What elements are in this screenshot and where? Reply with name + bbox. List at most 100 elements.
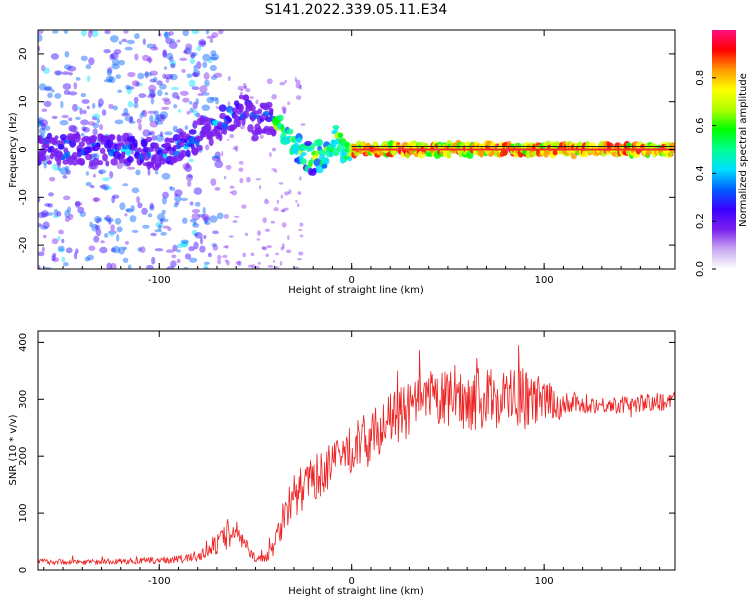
spectrogram-ridge-mark	[330, 139, 337, 144]
spectrogram-noise-mark	[150, 46, 159, 51]
spectrogram-noise-mark	[118, 246, 125, 255]
spectrogram-noise-mark	[81, 99, 90, 104]
spectrogram-noise-mark	[89, 30, 93, 34]
spectrogram-ridge-mark	[59, 134, 67, 141]
spectrogram-noise-mark	[131, 187, 140, 194]
spectrogram-ridge-mark	[125, 148, 131, 156]
spectrogram-noise-mark	[189, 257, 198, 263]
spectrogram-noise-mark	[103, 79, 113, 83]
y-tick-label: 400	[18, 333, 29, 352]
spectrogram-noise-mark	[284, 79, 287, 84]
spectrogram-noise-mark	[162, 50, 167, 59]
spectrogram-noise-mark	[124, 213, 128, 217]
spectrogram-noise-mark	[52, 252, 57, 258]
spectrogram-noise-mark	[59, 167, 69, 176]
spectrogram-noise-mark	[38, 120, 43, 128]
spectrogram-noise-mark	[110, 52, 119, 60]
spectrogram-noise-mark	[191, 52, 198, 57]
spectrogram-noise-mark	[266, 245, 273, 249]
spectrogram-noise-mark	[155, 121, 164, 125]
spectrogram-noise-mark	[44, 212, 54, 216]
spectrogram-noise-mark	[241, 204, 247, 209]
spectrogram-noise-mark	[298, 251, 304, 256]
spectrogram-noise-mark	[170, 260, 177, 268]
spectrogram-noise-mark	[282, 110, 286, 115]
spectrogram-noise-mark	[112, 194, 120, 199]
spectrogram-noise-mark	[242, 82, 247, 89]
spectrogram-noise-mark	[61, 114, 69, 119]
spectrogram-noise-mark	[225, 245, 229, 249]
spectrogram-noise-mark	[104, 233, 109, 238]
spectrogram-noise-mark	[242, 252, 246, 258]
spectrogram-noise-mark	[210, 50, 217, 57]
spectrogram-noise-mark	[232, 147, 238, 150]
spectrogram-noise-mark	[63, 262, 69, 267]
spectrogram-noise-mark	[75, 116, 81, 120]
spectrogram-noise-mark	[190, 52, 196, 59]
colorbar-ticks: 0.0 0.2 0.4 0.6 0.8	[695, 70, 716, 277]
spectrogram-noise-mark	[266, 78, 273, 85]
spectrogram-noise-mark	[112, 58, 120, 66]
spectrogram-noise-mark	[151, 135, 157, 141]
colorbar-gradient	[712, 30, 736, 269]
spectrogram-noise-mark	[38, 212, 47, 218]
spectrogram-noise-mark	[104, 30, 111, 35]
spectrogram-noise-mark	[191, 86, 200, 90]
spectrogram-noise-mark	[278, 182, 284, 185]
y-tick-label: 20	[18, 48, 29, 61]
spectrogram-ridge-mark	[73, 133, 81, 143]
spectrogram-noise-mark	[146, 57, 153, 63]
spectrogram-noise-mark	[40, 119, 48, 127]
spectrogram-noise-mark	[191, 213, 201, 221]
spectrogram-noise-mark	[186, 162, 190, 169]
spectrogram-noise-mark	[171, 254, 177, 259]
spectrogram-noise-mark	[138, 93, 147, 98]
spectrogram-noise-mark	[215, 106, 220, 109]
spectrogram-noise-mark	[181, 68, 186, 73]
spectrogram-noise-mark	[105, 75, 114, 82]
spectrogram-noise-mark	[74, 201, 83, 207]
spectrogram-noise-mark	[107, 66, 113, 74]
spectrogram-noise-mark	[153, 76, 158, 83]
spectrogram-noise-mark	[148, 132, 152, 136]
spectrogram-ridge-mark	[236, 119, 242, 128]
spectrogram-noise-mark	[275, 252, 280, 256]
spectrogram-noise-mark	[138, 123, 142, 131]
spectrogram-noise-mark	[179, 57, 188, 61]
spectrogram-noise-mark	[154, 229, 163, 233]
spectrogram-noise-mark	[114, 217, 122, 225]
spectrogram-ridge-mark	[265, 116, 273, 123]
spectrogram-noise-mark	[212, 230, 219, 235]
spectrogram-noise-mark	[81, 126, 87, 132]
spectrogram-noise-mark	[264, 228, 271, 232]
spectrogram-noise-mark	[126, 86, 132, 95]
spectrogram-noise-mark	[206, 35, 215, 39]
spectrogram-noise-mark	[271, 94, 277, 100]
spectrogram-ridge-mark	[77, 148, 83, 158]
spectrogram-ridge-mark	[262, 110, 271, 117]
spectrogram-noise-mark	[218, 30, 224, 35]
spectrogram-noise-mark	[40, 225, 48, 230]
spectrogram-ridge-mark	[54, 135, 59, 141]
spectrogram-noise-mark	[133, 96, 139, 103]
spectrogram-noise-mark	[294, 76, 297, 82]
spectrogram-ridge-mark	[286, 128, 294, 135]
spectrogram-noise-mark	[295, 200, 298, 203]
spectrogram-noise-mark	[100, 240, 105, 244]
spectrogram-noise-mark	[192, 221, 197, 226]
spectrogram-noise-mark	[297, 258, 302, 261]
spectrogram-noise-mark	[92, 122, 100, 129]
spectrogram-noise-mark	[272, 260, 276, 263]
spectrogram-noise-mark	[43, 100, 52, 107]
spectrogram-noise-mark	[157, 224, 162, 231]
spectrogram-ridge-mark	[219, 112, 226, 120]
spectrogram-noise-mark	[209, 64, 217, 72]
spectrogram-noise-mark	[142, 129, 151, 137]
spectrogram-noise-mark	[212, 244, 219, 251]
spectrogram-ridge-mark	[172, 134, 181, 141]
spectrogram-noise-mark	[61, 71, 70, 75]
spectrogram-noise-mark	[239, 91, 243, 96]
spectrogram-noise-mark	[171, 86, 179, 91]
spectrogram-noise-mark	[94, 224, 101, 230]
spectrogram-ridge-mark	[57, 143, 65, 150]
